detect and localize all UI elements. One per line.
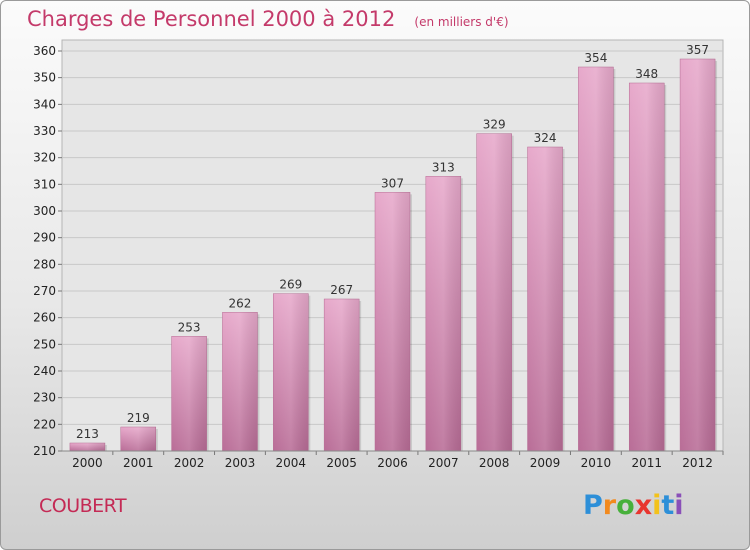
bar-value-label: 313: [432, 160, 455, 174]
bar-highlight: [273, 293, 309, 451]
bar-highlight: [324, 299, 360, 451]
x-tick-label: 2003: [225, 456, 256, 470]
y-tick-label: 340: [33, 97, 56, 111]
data-labels: 213 219 253 262 269 267 307 313 329 324 354 348 357: [76, 43, 709, 441]
bar-value-label: 348: [635, 67, 658, 81]
bar-value-label: 267: [330, 283, 353, 297]
bar-value-label: 354: [584, 51, 607, 65]
x-tick-label: 2006: [377, 456, 408, 470]
x-tick-label: 2012: [682, 456, 713, 470]
y-tick-label: 270: [33, 284, 56, 298]
bars: [69, 58, 718, 452]
y-tick-label: 350: [33, 71, 56, 85]
bar-highlight: [171, 336, 207, 451]
bar-value-label: 324: [534, 131, 557, 145]
y-tick-label: 230: [33, 391, 56, 405]
x-tick-label: 2011: [631, 456, 662, 470]
y-axis: 210 220 230 240 250 260 270 280 290 300 310 320 330 3…: [33, 44, 62, 458]
x-tick-label: 2009: [530, 456, 561, 470]
y-tick-label: 250: [33, 337, 56, 351]
logo-letter: t: [661, 490, 675, 521]
y-tick-label: 210: [33, 444, 56, 458]
y-tick-label: 320: [33, 151, 56, 165]
bar-highlight: [680, 59, 716, 451]
bar-value-label: 253: [178, 320, 201, 334]
y-tick-label: 290: [33, 231, 56, 245]
x-tick-label: 2005: [326, 456, 357, 470]
logo-letter: r: [602, 490, 617, 521]
y-tick-label: 310: [33, 177, 56, 191]
y-tick-label: 300: [33, 204, 56, 218]
x-tick-label: 2008: [479, 456, 510, 470]
bar-value-label: 307: [381, 176, 404, 190]
x-tick-label: 2007: [428, 456, 459, 470]
bar-highlight: [629, 83, 665, 451]
logo-letter: o: [616, 490, 635, 521]
bar-highlight: [69, 443, 105, 451]
bar-highlight: [578, 67, 614, 451]
y-tick-label: 280: [33, 257, 56, 271]
y-tick-label: 220: [33, 417, 56, 431]
commune-name: COUBERT: [39, 495, 127, 517]
bar-value-label: 329: [483, 118, 506, 132]
logo-letter: x: [634, 490, 653, 521]
title-row: Charges de Personnel 2000 à 2012 (en mil…: [27, 7, 509, 31]
bar-highlight: [222, 312, 258, 451]
chart-subtitle: (en milliers d'€): [414, 15, 509, 29]
bar-highlight: [375, 192, 410, 452]
y-tick-label: 240: [33, 364, 56, 378]
logo-letter: i: [652, 490, 662, 521]
x-tick-label: 2002: [174, 456, 205, 470]
bar-value-label: 269: [279, 278, 302, 292]
logo-letter: i: [674, 490, 684, 521]
x-tick-label: 2004: [276, 456, 307, 470]
logo-letter: P: [583, 490, 603, 521]
x-tick-label: 2001: [123, 456, 154, 470]
bar-value-label: 357: [686, 43, 709, 57]
y-tick-label: 260: [33, 311, 56, 325]
x-tick-label: 2010: [581, 456, 612, 470]
chart-title: Charges de Personnel 2000 à 2012: [27, 7, 396, 31]
bar-highlight: [425, 176, 461, 452]
x-tick-label: 2000: [72, 456, 103, 470]
bar-highlight: [476, 133, 512, 451]
bar-value-label: 213: [76, 427, 99, 441]
bar-highlight: [527, 147, 563, 451]
bar-value-label: 219: [127, 411, 150, 425]
y-tick-label: 360: [33, 44, 56, 58]
bar-highlight: [120, 427, 156, 451]
proxiti-logo: Proxiti: [583, 490, 684, 521]
bar-value-label: 262: [229, 296, 252, 310]
y-tick-label: 330: [33, 124, 56, 138]
x-axis: 2000 2001 2002 2003 2004 2005 2006 2007 2008 2009…: [62, 450, 724, 470]
